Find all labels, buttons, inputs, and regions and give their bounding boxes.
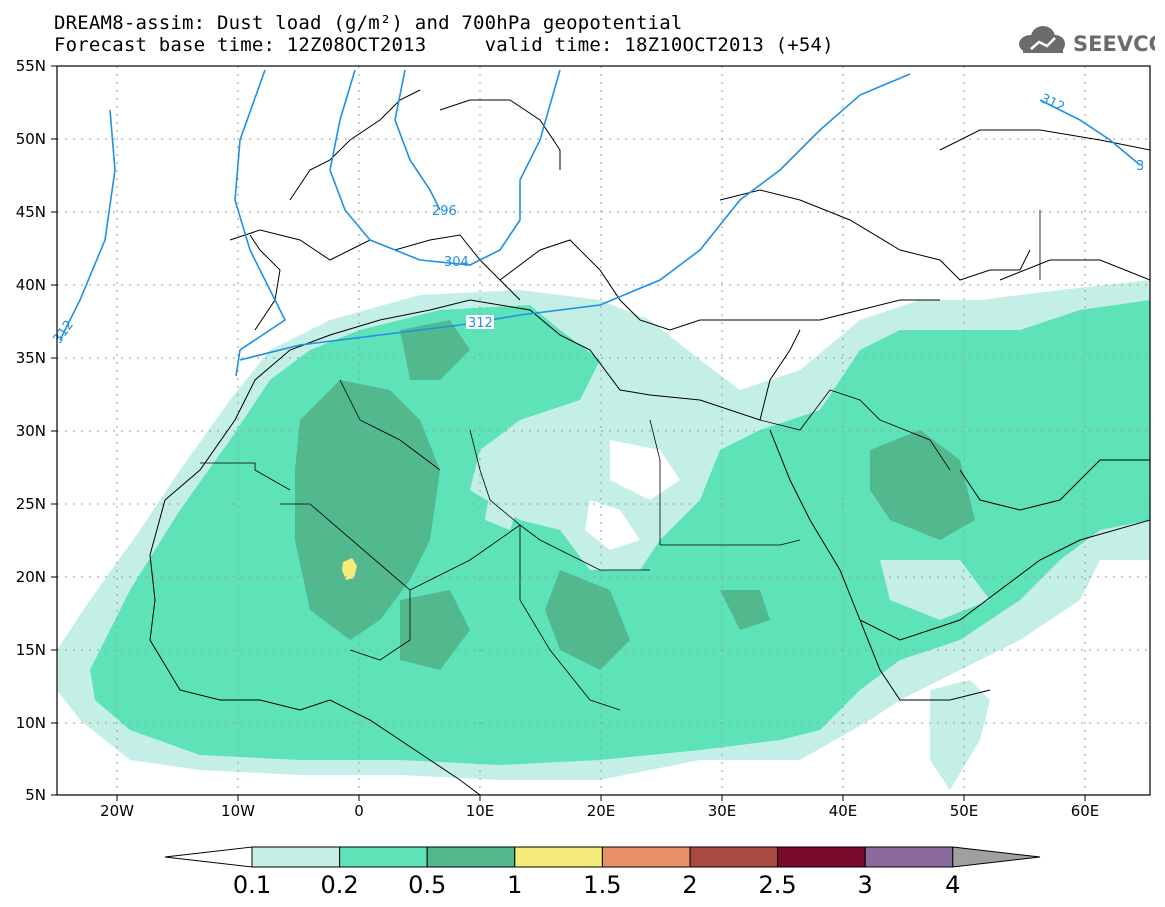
dust-region-dark (545, 570, 630, 670)
dust-free-area (585, 500, 640, 550)
longitude-labels: 20W 10W 0 10E 20E 30E 40E 50E 60E (100, 802, 1099, 820)
dust-region-max (342, 558, 357, 580)
country-borders (200, 210, 1041, 711)
map-subtitle: Forecast base time: 12Z08OCT2013 valid t… (54, 34, 834, 56)
dust-free-area (880, 560, 990, 620)
lat-label: 55N (16, 57, 46, 75)
colorbar-cell (339, 846, 428, 868)
colorbar-label: 2 (682, 871, 698, 899)
coastlines (149, 89, 1150, 795)
logo-text: SEEVCCC (1073, 32, 1155, 56)
lat-label: 50N (16, 130, 46, 148)
lon-label: 40E (829, 802, 858, 820)
latitude-labels: 55N 50N 45N 40N 35N 30N 25N 20N 15N 10N … (16, 57, 46, 804)
lon-label: 0 (354, 802, 364, 820)
contour-label: 304 (444, 255, 469, 270)
axis-ticks (51, 65, 1086, 801)
colorbar-cell (689, 846, 779, 868)
colorbar-cell (251, 846, 341, 868)
lon-label: 30E (708, 802, 737, 820)
lat-label: 30N (16, 422, 46, 440)
dust-region-dark (400, 320, 470, 380)
colorbar-label: 0.1 (232, 871, 272, 899)
lat-label: 10N (16, 714, 46, 732)
dust-region-light (930, 680, 990, 790)
colorbar-cell (164, 846, 253, 868)
colorbar-cell (952, 846, 1041, 868)
lat-label: 5N (25, 786, 46, 804)
dust-free-area (610, 440, 680, 500)
map-title: DREAM8-assim: Dust load (g/m²) and 700hP… (54, 12, 683, 34)
contour-label: 312 (468, 316, 493, 331)
dust-region-dark (295, 380, 440, 640)
lat-label: 35N (16, 349, 46, 367)
colorbar-label: 4 (945, 871, 961, 899)
graticule (57, 66, 1150, 795)
colorbar (164, 846, 1041, 868)
lon-label: 20W (100, 802, 134, 820)
geopotential-contours (59, 69, 1141, 377)
lon-label: 10W (221, 802, 255, 820)
colorbar-cell (426, 846, 516, 868)
lat-label: 40N (16, 276, 46, 294)
colorbar-cell (777, 846, 866, 868)
colorbar-label: 2.5 (758, 871, 797, 899)
contour-label: 3 (1136, 159, 1144, 174)
lat-label: 45N (16, 203, 46, 221)
colorbar-cell (864, 846, 954, 868)
lat-label: 15N (16, 641, 46, 659)
lon-label: 60E (1071, 802, 1100, 820)
dust-region-dark (870, 430, 975, 540)
colorbar-label: 1.5 (583, 871, 622, 899)
seevccc-logo: SEEVCCC (1019, 26, 1155, 56)
contour-labels: 312 296 304 312 312 3 (50, 91, 1144, 346)
cloud-icon (1019, 26, 1065, 53)
colorbar-label: 3 (857, 871, 873, 899)
colorbar-label: 1 (507, 871, 523, 899)
lat-label: 20N (16, 568, 46, 586)
dust-region-dark (720, 590, 770, 630)
lon-label: 20E (587, 802, 616, 820)
colorbar-label: 0.5 (408, 871, 447, 899)
colorbar-cell (601, 846, 691, 868)
lon-label: 50E (950, 802, 979, 820)
colorbar-cell (514, 846, 603, 868)
lat-label: 25N (16, 495, 46, 513)
contour-label: 296 (432, 204, 457, 219)
lon-label: 10E (466, 802, 495, 820)
contour-label: 312 (50, 318, 77, 347)
colorbar-label: 0.2 (320, 871, 359, 899)
